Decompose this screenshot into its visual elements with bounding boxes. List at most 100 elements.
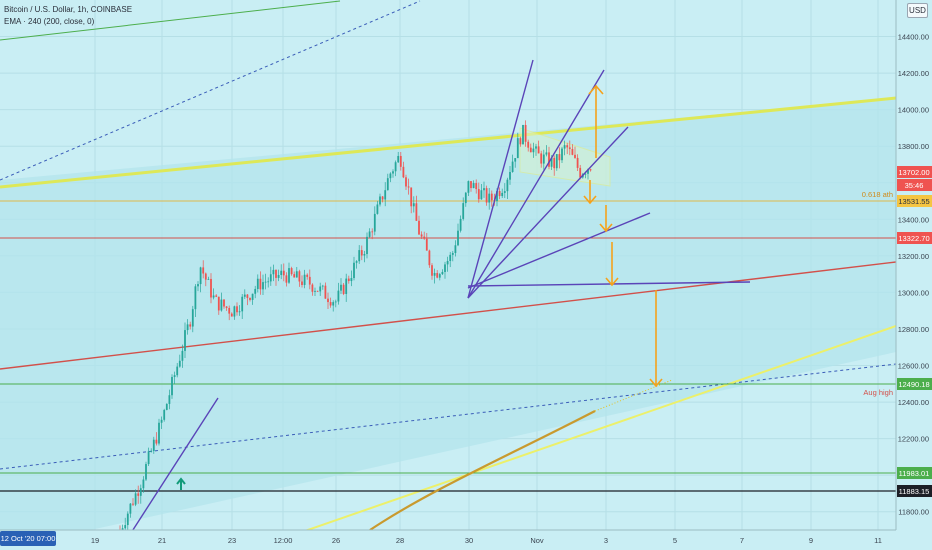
candle-body bbox=[171, 376, 173, 396]
candle-body bbox=[516, 138, 519, 159]
candle-body bbox=[454, 245, 457, 253]
candle-body bbox=[197, 284, 199, 287]
candle-body bbox=[236, 306, 238, 313]
candle-body bbox=[540, 153, 543, 164]
candle-body bbox=[241, 296, 244, 312]
candle-body bbox=[548, 152, 550, 167]
arrow-up-head bbox=[588, 84, 604, 95]
candle-body bbox=[488, 193, 491, 203]
price-tick-label: 12400.00 bbox=[898, 398, 929, 407]
candle-body bbox=[277, 274, 280, 278]
arrow-4-head bbox=[649, 378, 663, 388]
candle-body bbox=[293, 274, 296, 278]
arrow-2-head bbox=[599, 223, 613, 233]
candle-body bbox=[163, 409, 166, 420]
fib-annotation: 0.618 ath bbox=[862, 190, 893, 199]
candle-body bbox=[160, 419, 163, 423]
candle-body bbox=[142, 479, 145, 489]
time-tick-label: 30 bbox=[465, 536, 473, 545]
fib-price-tag bbox=[897, 195, 932, 207]
crosshair-date-tag bbox=[0, 531, 56, 546]
candle-body bbox=[311, 284, 314, 292]
candle-body bbox=[566, 145, 569, 148]
upper-dotted-trendline bbox=[0, 0, 421, 181]
indicator-legend[interactable]: EMA · 240 (200, close, 0) bbox=[4, 17, 95, 26]
aug-high-annotation: Aug high bbox=[863, 388, 893, 397]
candle-body bbox=[423, 236, 426, 239]
countdown-label: 35:46 bbox=[905, 181, 924, 190]
fan-line-3 bbox=[467, 126, 629, 299]
candle-body bbox=[290, 268, 293, 275]
candle-body bbox=[399, 155, 402, 167]
candle-body bbox=[280, 270, 283, 275]
candle-body bbox=[139, 488, 142, 496]
candle-body bbox=[480, 190, 483, 200]
candle-body bbox=[173, 375, 176, 377]
candle-body bbox=[545, 152, 548, 155]
candle-body bbox=[251, 293, 254, 300]
candle-body bbox=[225, 306, 228, 308]
currency-button[interactable]: USD bbox=[907, 3, 928, 18]
candle-body bbox=[321, 285, 324, 287]
candle-body bbox=[212, 295, 215, 298]
candle-body bbox=[298, 271, 301, 282]
candle-body bbox=[186, 324, 189, 331]
price-tick-label: 12800.00 bbox=[898, 325, 929, 334]
candle-body bbox=[350, 278, 353, 282]
candle-body bbox=[470, 181, 472, 189]
price-tick-label: 14000.00 bbox=[898, 106, 929, 115]
candle-body bbox=[285, 275, 288, 283]
candle-body bbox=[542, 154, 545, 164]
candle-body bbox=[158, 422, 160, 444]
candle-body bbox=[527, 141, 530, 148]
candle-body bbox=[132, 503, 134, 505]
candle-body bbox=[337, 290, 340, 302]
time-tick-label: 5 bbox=[673, 536, 677, 545]
candle-body bbox=[451, 252, 454, 255]
candle-body bbox=[340, 284, 342, 291]
candle-body bbox=[204, 273, 207, 280]
candle-body bbox=[490, 193, 493, 201]
buy-signal-arrow bbox=[176, 477, 186, 490]
candle-body bbox=[126, 513, 129, 526]
candle-body bbox=[282, 270, 285, 276]
time-tick-label: Nov bbox=[530, 536, 544, 545]
ema-projection bbox=[594, 379, 673, 412]
level-11883-tag bbox=[897, 485, 932, 497]
candle-body bbox=[243, 294, 246, 297]
candle-body bbox=[529, 147, 532, 153]
candle-body bbox=[230, 313, 233, 317]
candle-body bbox=[459, 218, 462, 231]
fib-price-label: 13531.55 bbox=[898, 197, 929, 206]
arrow-1-head bbox=[583, 195, 597, 205]
candle-body bbox=[467, 181, 470, 193]
candle-body bbox=[295, 271, 298, 278]
candle-body bbox=[386, 178, 389, 191]
candle-body bbox=[314, 290, 316, 292]
candle-body bbox=[509, 171, 511, 180]
aug-high-tag bbox=[897, 378, 932, 390]
price-axis[interactable] bbox=[896, 0, 932, 550]
crosshair-date-text: 12 Oct '20 07:00 bbox=[1, 534, 56, 543]
candle-body bbox=[571, 149, 574, 155]
price-tick-label: 11800.00 bbox=[898, 508, 929, 517]
candle-body bbox=[329, 302, 332, 306]
level-11983-label: 11983.01 bbox=[899, 469, 930, 478]
time-axis-labels: 19 21 23 12:00 26 28 30 Nov 3 5 7 9 11 bbox=[91, 536, 882, 545]
candle-body bbox=[332, 302, 335, 306]
time-axis[interactable] bbox=[0, 530, 932, 550]
fan-line-1 bbox=[467, 59, 534, 299]
candle-body bbox=[537, 146, 540, 154]
candle-body bbox=[327, 298, 329, 303]
early-trendline bbox=[132, 397, 219, 530]
symbol-title: Bitcoin / U.S. Dollar, 1h, COINBASE bbox=[4, 5, 133, 14]
candle-body bbox=[392, 171, 394, 174]
candle-body bbox=[121, 528, 124, 530]
candle-body bbox=[412, 203, 415, 207]
candle-body bbox=[355, 261, 358, 263]
candle-body bbox=[503, 191, 506, 193]
candle-body bbox=[262, 282, 264, 290]
candle-body bbox=[589, 169, 592, 171]
fan-line-5 bbox=[467, 281, 751, 287]
